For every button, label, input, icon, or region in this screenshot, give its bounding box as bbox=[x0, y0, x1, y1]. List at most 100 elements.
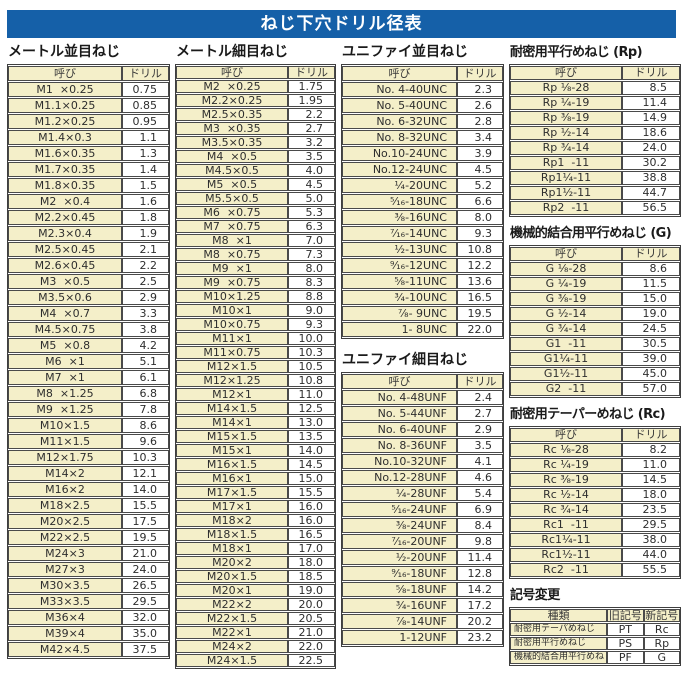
table-row: M42×4.5 37.5 bbox=[8, 642, 169, 657]
table-row: No. 8-32UNC 3.4 bbox=[342, 130, 503, 145]
table-cell: 8.2 bbox=[622, 443, 680, 457]
table-cell: 13.0 bbox=[288, 416, 335, 429]
table-row: ¹⁄₂-20UNF 11.4 bbox=[342, 550, 503, 565]
table-cell: 22.0 bbox=[288, 640, 335, 653]
table-row: G ¹⁄₄-19 11.5 bbox=[510, 277, 680, 291]
table-cell: G1 -11 bbox=[510, 337, 622, 351]
table-row: No. 6-40UNF 2.9 bbox=[342, 422, 503, 437]
table-cell: M42×4.5 bbox=[8, 642, 122, 657]
table-cell: 3.5 bbox=[457, 438, 503, 453]
table-cell: 2.8 bbox=[457, 114, 503, 129]
table-columns: メートル並目ねじ 呼び ドリル M1 ×0.25 0.75 M1.1×0.25 0.8… bbox=[0, 44, 683, 669]
table-cell: M9 ×1 bbox=[176, 262, 288, 275]
table-cell: 16.5 bbox=[457, 290, 503, 305]
table-row: M33×3.5 29.5 bbox=[8, 594, 169, 609]
table-cell: M16×1.5 bbox=[176, 458, 288, 471]
table-cell: 30.2 bbox=[622, 156, 680, 170]
table-cell: 2.9 bbox=[457, 422, 503, 437]
table-cell: 2.3 bbox=[457, 82, 503, 97]
table-cell: Rp1¹⁄₂-11 bbox=[510, 186, 622, 200]
table-cell: 14.9 bbox=[622, 111, 680, 125]
table-row: ⁷⁄₈- 9UNC 19.5 bbox=[342, 306, 503, 321]
table-row: Rp ¹⁄₄-19 11.4 bbox=[510, 96, 680, 110]
table-cell: M9 ×1.25 bbox=[8, 402, 122, 417]
table-row: M2 ×0.25 1.75 bbox=[176, 80, 335, 93]
table-cell: Rc ³⁄₈-19 bbox=[510, 473, 622, 487]
table-row: G1¹⁄₂-11 45.0 bbox=[510, 367, 680, 381]
name-column-header: 呼び bbox=[176, 66, 288, 79]
table-cell: 3.8 bbox=[122, 322, 169, 337]
table-cell: M1.2×0.25 bbox=[8, 114, 122, 129]
table-cell: 13.5 bbox=[288, 430, 335, 443]
table-cell: 38.0 bbox=[622, 533, 680, 547]
table-row: M3.5×0.35 3.2 bbox=[176, 136, 335, 149]
table-row: Rc1 -11 29.5 bbox=[510, 518, 680, 532]
table-cell: ³⁄₈-24UNF bbox=[342, 518, 457, 533]
table-cell: 1.1 bbox=[122, 130, 169, 145]
table-cell: 2.2 bbox=[288, 108, 335, 121]
table-header-row: 種類 旧記号 新記号 bbox=[510, 609, 680, 622]
table-row: G2 -11 57.0 bbox=[510, 382, 680, 396]
table-cell: 11.4 bbox=[457, 550, 503, 565]
table-cell: 17.5 bbox=[122, 514, 169, 529]
table-cell: No. 6-32UNC bbox=[342, 114, 457, 129]
table-cell: 8.6 bbox=[122, 418, 169, 433]
table-cell: 2.1 bbox=[122, 242, 169, 257]
table-cell: G ¹⁄₈-28 bbox=[510, 262, 622, 276]
table-cell: 4.2 bbox=[122, 338, 169, 353]
table-row: M8 ×1 7.0 bbox=[176, 234, 335, 247]
table-cell: 9.0 bbox=[288, 304, 335, 317]
table-row: M15×1 14.0 bbox=[176, 444, 335, 457]
table-cell: 3.3 bbox=[122, 306, 169, 321]
table-cell: 15.5 bbox=[122, 498, 169, 513]
table-cell: M20×2 bbox=[176, 556, 288, 569]
table-cell: No.12-28UNF bbox=[342, 470, 457, 485]
table-row: No. 5-44UNF 2.7 bbox=[342, 406, 503, 421]
table-row: No.10-24UNC 3.9 bbox=[342, 146, 503, 161]
table-row: M12×1 11.0 bbox=[176, 388, 335, 401]
table-row: M11×1.5 9.6 bbox=[8, 434, 169, 449]
table-cell: 1.6 bbox=[122, 194, 169, 209]
table-cell: PT bbox=[607, 623, 644, 636]
table-cell: G1¹⁄₂-11 bbox=[510, 367, 622, 381]
table-cell: M1.7×0.35 bbox=[8, 162, 122, 177]
table-row: G ³⁄₈-19 15.0 bbox=[510, 292, 680, 306]
table-cell: 19.5 bbox=[122, 530, 169, 545]
table-cell: M18×2 bbox=[176, 514, 288, 527]
table-cell: 30.5 bbox=[622, 337, 680, 351]
table-row: ⁹⁄₁₆-12UNC 12.2 bbox=[342, 258, 503, 273]
table-row: M22×2 20.0 bbox=[176, 598, 335, 611]
symbol-change-table: 種類 旧記号 新記号 耐密用テーパめねじ PT Rc 耐密用平行めねじ PS Rp 機械的結… bbox=[509, 607, 681, 666]
table-row: M20×1 19.0 bbox=[176, 584, 335, 597]
table-row: M4.5×0.5 4.0 bbox=[176, 164, 335, 177]
table-row: Rp2 -11 56.5 bbox=[510, 201, 680, 215]
table-row: G1¹⁄₄-11 39.0 bbox=[510, 352, 680, 366]
new-symbol-column-header: 新記号 bbox=[643, 609, 680, 622]
table-cell: 14.0 bbox=[122, 482, 169, 497]
name-column-header: 呼び bbox=[510, 66, 622, 80]
table-cell: ³⁄₄-10UNC bbox=[342, 290, 457, 305]
table-cell: 22.0 bbox=[457, 322, 503, 337]
table-cell: M7 ×1 bbox=[8, 370, 122, 385]
table-cell: 44.0 bbox=[622, 548, 680, 562]
table-row: Rc2 -11 55.5 bbox=[510, 563, 680, 577]
table-row: M11×1 10.0 bbox=[176, 332, 335, 345]
table-cell: M14×2 bbox=[8, 466, 122, 481]
table-cell: 19.5 bbox=[457, 306, 503, 321]
table-row: M18×1.5 16.5 bbox=[176, 528, 335, 541]
table-row: M7 ×0.75 6.3 bbox=[176, 220, 335, 233]
table-row: M10×0.75 9.3 bbox=[176, 318, 335, 331]
rp-table: 呼び ドリル Rp ¹⁄₈-28 8.5 Rp ¹⁄₄-19 11.4 Rp ³⁄₈-1… bbox=[509, 64, 681, 217]
table-cell: M3.5×0.35 bbox=[176, 136, 288, 149]
table-cell: M6 ×0.75 bbox=[176, 206, 288, 219]
table-cell: M30×3.5 bbox=[8, 578, 122, 593]
table-row: M5 ×0.5 4.5 bbox=[176, 178, 335, 191]
table-cell: M3 ×0.35 bbox=[176, 122, 288, 135]
table-cell: 45.0 bbox=[622, 367, 680, 381]
section-title-rp: 耐密用平行めねじ (Rp) bbox=[510, 45, 643, 60]
table-cell: 3.2 bbox=[288, 136, 335, 149]
table-cell: M18×1.5 bbox=[176, 528, 288, 541]
table-row: Rc ¹⁄₈-28 8.2 bbox=[510, 443, 680, 457]
table-cell: 19.0 bbox=[622, 307, 680, 321]
table-row: 1-12UNF 23.2 bbox=[342, 630, 503, 645]
